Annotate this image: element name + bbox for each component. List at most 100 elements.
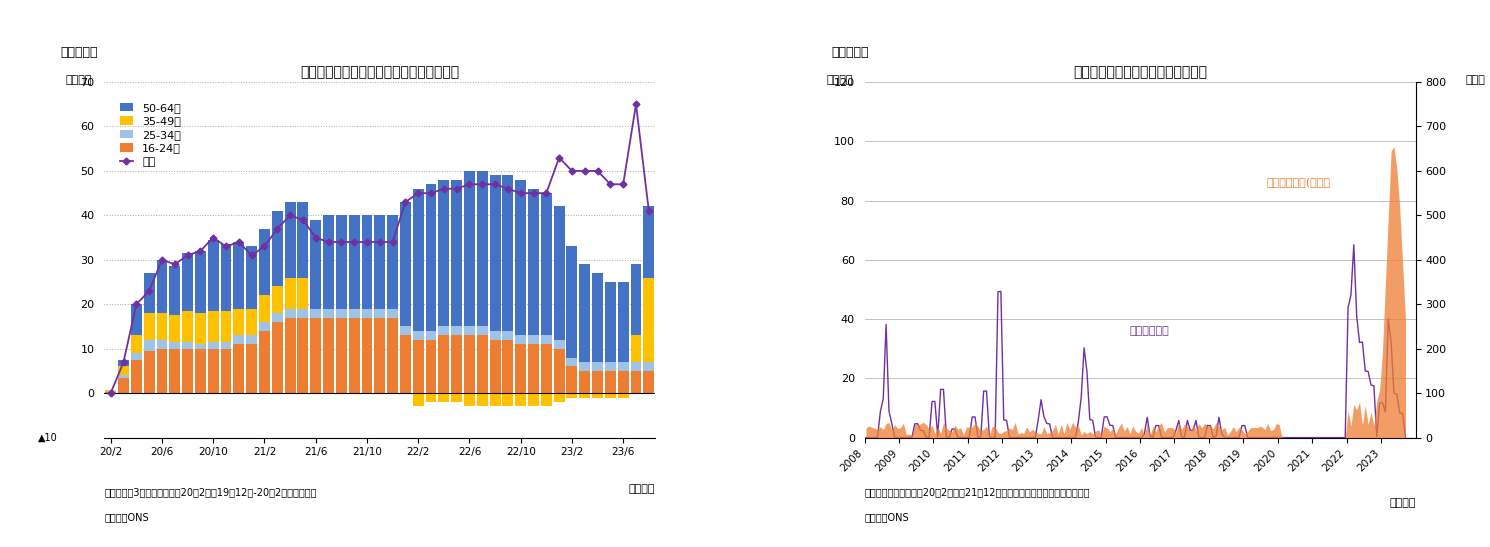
Bar xyxy=(463,335,475,393)
Bar xyxy=(271,287,283,313)
Bar xyxy=(630,335,642,362)
Bar xyxy=(426,331,437,340)
Bar xyxy=(374,318,386,393)
Bar xyxy=(580,371,590,393)
Bar xyxy=(234,335,244,344)
Bar xyxy=(170,349,180,393)
Text: （月次）: （月次） xyxy=(629,484,656,494)
Text: （注）後方3か月移動平均、20年2月（19年12月-20年2月期）を基準: （注）後方3か月移動平均、20年2月（19年12月-20年2月期）を基準 xyxy=(104,487,317,497)
Bar xyxy=(477,393,487,406)
Bar xyxy=(438,335,450,393)
Bar xyxy=(221,311,231,342)
Bar xyxy=(451,180,462,327)
Text: （資料）ONS: （資料）ONS xyxy=(864,512,909,522)
Bar xyxy=(566,358,578,366)
Bar xyxy=(246,344,258,393)
Bar xyxy=(182,253,194,311)
Bar xyxy=(490,331,501,340)
Text: （月次）: （月次） xyxy=(1389,498,1416,508)
Bar xyxy=(554,206,565,340)
Bar xyxy=(221,349,231,393)
Bar xyxy=(221,342,231,349)
Bar xyxy=(399,335,411,393)
Bar xyxy=(118,377,130,393)
Bar xyxy=(310,309,322,318)
Bar xyxy=(451,327,462,335)
Bar xyxy=(413,189,423,331)
Bar xyxy=(143,351,155,393)
Bar xyxy=(285,202,295,277)
Bar xyxy=(451,335,462,393)
Bar xyxy=(387,309,398,318)
Bar xyxy=(298,318,308,393)
Bar xyxy=(156,260,167,313)
Bar xyxy=(413,340,423,393)
Bar xyxy=(349,318,359,393)
Bar xyxy=(259,322,270,331)
Bar xyxy=(285,277,295,309)
Bar xyxy=(207,311,219,342)
Bar xyxy=(527,393,539,406)
Bar xyxy=(477,171,487,327)
Bar xyxy=(259,229,270,295)
Bar xyxy=(374,216,386,309)
Bar xyxy=(580,362,590,371)
Bar xyxy=(463,327,475,335)
Bar xyxy=(131,360,142,393)
Bar xyxy=(156,340,167,349)
Bar xyxy=(438,180,450,327)
Bar xyxy=(426,340,437,393)
Bar xyxy=(566,247,578,358)
Bar xyxy=(502,340,514,393)
Bar xyxy=(323,216,334,309)
Bar xyxy=(285,318,295,393)
Legend: 50-64才, 35-49才, 25-34才, 16-24才, 全体: 50-64才, 35-49才, 25-34才, 16-24才, 全体 xyxy=(115,98,185,171)
Bar xyxy=(271,313,283,322)
Bar xyxy=(592,273,603,362)
Bar xyxy=(182,342,194,349)
Bar xyxy=(605,362,615,371)
Text: （注）未季節調整値、20年2月から21年12月まではコロナ禍のためデータなし: （注）未季節調整値、20年2月から21年12月まではコロナ禍のためデータなし xyxy=(864,487,1091,497)
Bar xyxy=(630,362,642,371)
Bar xyxy=(335,216,347,309)
Bar xyxy=(182,311,194,342)
Bar xyxy=(516,344,526,393)
Bar xyxy=(207,240,219,311)
Bar xyxy=(118,375,130,377)
Bar xyxy=(490,340,501,393)
Bar xyxy=(131,335,142,353)
Bar xyxy=(541,193,551,335)
Bar xyxy=(362,216,372,309)
Bar xyxy=(118,360,130,366)
Bar xyxy=(195,344,206,349)
Bar xyxy=(170,342,180,349)
Text: （資料）ONS: （資料）ONS xyxy=(104,512,149,522)
Bar xyxy=(143,273,155,313)
Bar xyxy=(271,211,283,287)
Bar xyxy=(285,309,295,318)
Bar xyxy=(387,216,398,309)
Bar xyxy=(234,242,244,309)
Bar xyxy=(195,349,206,393)
Bar xyxy=(310,220,322,309)
Bar xyxy=(259,331,270,393)
Bar xyxy=(644,277,654,362)
Bar xyxy=(323,309,334,318)
Bar xyxy=(362,318,372,393)
Bar xyxy=(143,340,155,351)
Text: （図表６）: （図表６） xyxy=(831,46,869,60)
Bar xyxy=(490,393,501,406)
Text: 労働争議件数(右軸）: 労働争議件数(右軸） xyxy=(1266,177,1331,187)
Bar xyxy=(131,304,142,335)
Bar xyxy=(156,349,167,393)
Bar xyxy=(259,295,270,322)
Bar xyxy=(234,309,244,335)
Bar xyxy=(541,344,551,393)
Bar xyxy=(527,344,539,393)
Bar xyxy=(554,349,565,393)
Bar xyxy=(374,309,386,318)
Bar xyxy=(477,335,487,393)
Bar xyxy=(463,171,475,327)
Bar xyxy=(566,393,578,398)
Bar xyxy=(592,393,603,398)
